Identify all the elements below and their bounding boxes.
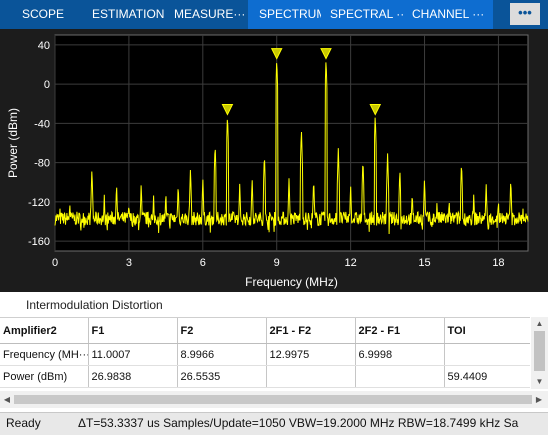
vertical-scroll-thumb[interactable] bbox=[534, 331, 545, 371]
table-cell bbox=[266, 365, 356, 388]
horizontal-scrollbar[interactable]: ◀ ▶ bbox=[0, 391, 548, 408]
table-cell: 59.4409 bbox=[444, 365, 530, 388]
scroll-left-icon[interactable]: ◀ bbox=[3, 395, 11, 404]
measurement-table: Amplifier2 F1 F2 2F1 - F2 2F2 - F1 TOI F… bbox=[0, 318, 530, 388]
column-header[interactable]: Amplifier2 bbox=[0, 318, 89, 344]
peak-marker-icon bbox=[221, 104, 234, 116]
scroll-up-icon[interactable]: ▲ bbox=[535, 319, 544, 328]
x-axis-label: Frequency (MHz) bbox=[245, 275, 338, 289]
y-tick-label: 0 bbox=[44, 79, 50, 91]
table-cell: Frequency (MH··· bbox=[0, 343, 89, 366]
tab-spectral-mask[interactable]: SPECTRAL ··· bbox=[321, 0, 408, 29]
spectrum-plot[interactable]: 0 3 6 9 12 15 18 40 0 -40 -80 -120 -160 Frequency (MH… bbox=[0, 29, 548, 292]
table-cell: 11.0007 bbox=[88, 343, 178, 366]
tab-scope[interactable]: SCOPE bbox=[22, 7, 65, 21]
x-tick-label: 3 bbox=[126, 257, 132, 269]
horizontal-scroll-thumb[interactable] bbox=[14, 395, 532, 404]
tab-measurements[interactable]: MEASURE··· bbox=[174, 7, 246, 21]
table-row: Frequency (MH··· 11.0007 8.9966 12.9975 … bbox=[0, 343, 530, 366]
x-tick-label: 6 bbox=[200, 257, 206, 269]
table-cell: 8.9966 bbox=[177, 343, 267, 366]
spectrum-axes[interactable]: 0 3 6 9 12 15 18 40 0 -40 -80 -120 -160 Frequency (MH… bbox=[0, 29, 548, 292]
vertical-scrollbar[interactable]: ▲ ▼ bbox=[531, 317, 548, 389]
table-cell bbox=[355, 365, 445, 388]
tab-spectrum[interactable]: SPECTRUM bbox=[248, 0, 326, 29]
y-tick-label: -120 bbox=[28, 197, 50, 209]
spectrum-trace bbox=[54, 62, 529, 235]
tab-channel-measurements[interactable]: CHANNEL ··· bbox=[403, 0, 493, 29]
status-bar: Ready ΔT=53.3337 us Samples/Update=1050 … bbox=[0, 412, 548, 435]
table-row: Power (dBm) 26.9838 26.5535 59.4409 bbox=[0, 365, 530, 388]
measurement-panel: Intermodulation Distortion Amplifier2 F1… bbox=[0, 292, 548, 412]
table-cell: 26.9838 bbox=[88, 365, 178, 388]
x-tick-label: 12 bbox=[345, 257, 357, 269]
x-tick-label: 0 bbox=[52, 257, 58, 269]
scroll-down-icon[interactable]: ▼ bbox=[535, 377, 544, 386]
peak-marker-icon bbox=[320, 48, 332, 60]
toolstrip: SCOPE ESTIMATION MEASURE··· SPECTRUM SPE… bbox=[0, 0, 548, 29]
x-tick-label: 18 bbox=[492, 257, 504, 269]
table-cell: Power (dBm) bbox=[0, 365, 89, 388]
x-tick-label: 15 bbox=[418, 257, 430, 269]
table-header-row: Amplifier2 F1 F2 2F1 - F2 2F2 - F1 TOI bbox=[0, 318, 530, 344]
y-tick-label: -40 bbox=[34, 118, 50, 130]
status-details: ΔT=53.3337 us Samples/Update=1050 VBW=19… bbox=[78, 416, 519, 430]
table-cell: 12.9975 bbox=[266, 343, 356, 366]
column-header[interactable]: F1 bbox=[88, 318, 178, 344]
column-header[interactable]: F2 bbox=[177, 318, 267, 344]
y-tick-label: 40 bbox=[38, 40, 50, 52]
peak-marker-icon bbox=[270, 48, 283, 60]
table-cell: 26.5535 bbox=[177, 365, 267, 388]
column-header[interactable]: 2F2 - F1 bbox=[355, 318, 445, 344]
x-tick-label: 9 bbox=[274, 257, 280, 269]
measurement-table-viewport: Amplifier2 F1 F2 2F1 - F2 2F2 - F1 TOI F… bbox=[0, 317, 530, 390]
column-header[interactable]: TOI bbox=[444, 318, 530, 344]
peak-marker-icon bbox=[369, 104, 382, 116]
table-cell: 6.9998 bbox=[355, 343, 445, 366]
y-axis-label: Power (dBm) bbox=[6, 108, 20, 178]
scroll-right-icon[interactable]: ▶ bbox=[535, 395, 543, 404]
y-tick-label: -80 bbox=[34, 158, 50, 170]
y-tick-label: -160 bbox=[28, 236, 50, 248]
measurement-panel-title: Intermodulation Distortion bbox=[26, 298, 163, 312]
tab-estimation[interactable]: ESTIMATION bbox=[92, 7, 165, 21]
toolstrip-overflow-button[interactable]: ••• bbox=[510, 3, 540, 25]
status-ready-text: Ready bbox=[6, 416, 41, 430]
table-cell bbox=[444, 343, 530, 366]
column-header[interactable]: 2F1 - F2 bbox=[266, 318, 356, 344]
